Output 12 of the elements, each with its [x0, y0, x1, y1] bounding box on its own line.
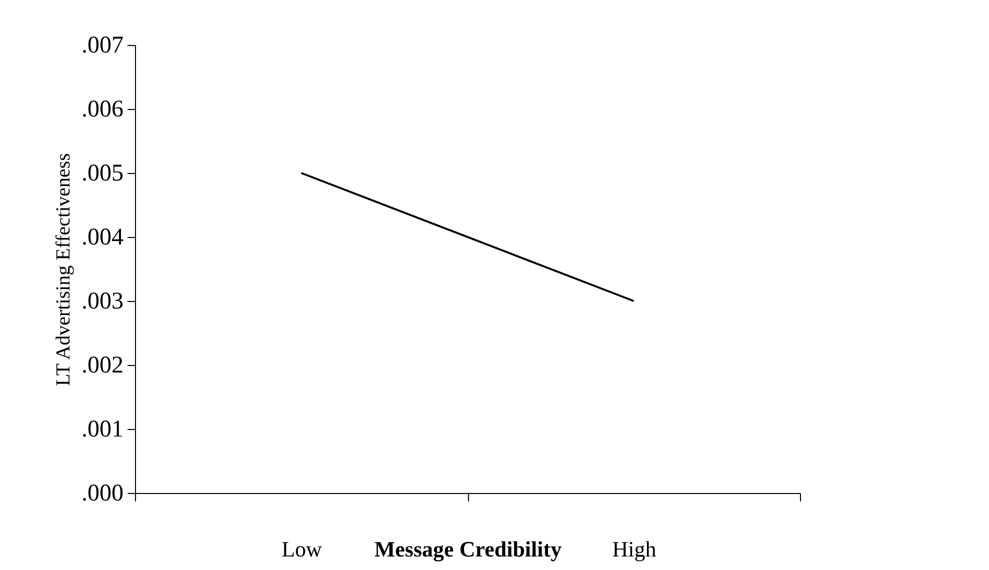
x-tick-label: Low: [282, 536, 322, 562]
y-tick-label: .001: [82, 416, 124, 442]
y-tick-label: .003: [82, 288, 124, 314]
y-tick-label: .002: [82, 352, 124, 378]
y-axis-title: LT Advertising Effectiveness: [52, 152, 74, 386]
y-tick-label: .006: [82, 96, 124, 122]
y-tick-label: .005: [82, 160, 124, 186]
x-axis-title: Message Credibility: [374, 536, 562, 562]
y-tick-label: .000: [82, 480, 124, 506]
y-tick-label: .007: [82, 32, 124, 58]
x-tick-label: High: [612, 536, 656, 562]
y-tick-label: .004: [82, 224, 124, 250]
